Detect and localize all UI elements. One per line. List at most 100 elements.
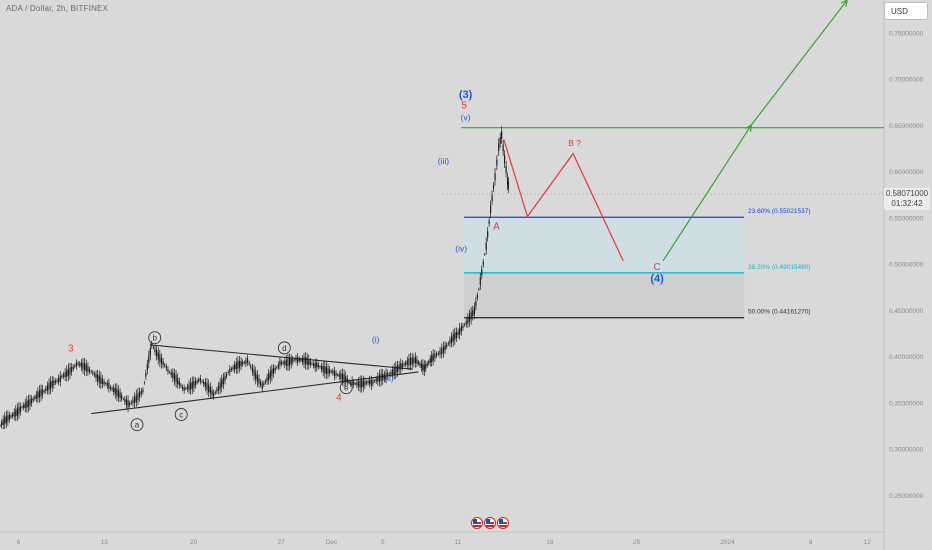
wave-label[interactable]: (iii) xyxy=(438,156,449,166)
triangle-pattern[interactable] xyxy=(91,344,419,415)
candle-body xyxy=(479,277,481,285)
candle-body xyxy=(157,352,159,360)
candle-body xyxy=(300,359,302,361)
candle-body xyxy=(181,386,184,389)
candle-body xyxy=(69,367,71,375)
candle-body xyxy=(183,387,185,391)
candle-body xyxy=(499,137,501,144)
circled-wave-marker[interactable] xyxy=(277,341,291,355)
us-flag-icon[interactable] xyxy=(497,517,509,529)
candle-body xyxy=(30,398,33,404)
candle-body xyxy=(79,363,81,366)
candle-body xyxy=(114,387,116,395)
candle-body xyxy=(400,363,402,370)
events-markers[interactable] xyxy=(471,517,509,529)
candle-body xyxy=(216,389,218,392)
circled-wave-marker[interactable] xyxy=(174,408,188,421)
candle-body xyxy=(361,380,363,388)
time-tick-label: 25 xyxy=(633,539,641,546)
arrow-head-icon xyxy=(745,123,753,132)
candle-body xyxy=(354,383,356,385)
circled-wave-label: e xyxy=(344,384,349,393)
candle-body xyxy=(333,370,336,377)
circled-wave-marker[interactable] xyxy=(148,331,162,345)
candle-body xyxy=(190,382,192,390)
candle-body xyxy=(137,392,139,401)
candle-body xyxy=(473,307,476,315)
candle-body xyxy=(235,362,237,370)
wave-label[interactable]: (ii) xyxy=(384,373,394,383)
candle-body xyxy=(353,381,355,385)
wave-label[interactable]: (4) xyxy=(650,273,664,285)
candle-body xyxy=(138,391,141,398)
candle-body xyxy=(435,353,438,356)
candle-body xyxy=(422,363,424,371)
candle-body xyxy=(90,371,92,373)
candle-body xyxy=(108,382,110,389)
circled-wave-marker[interactable] xyxy=(339,381,353,395)
candle-body xyxy=(332,370,334,374)
wave-label[interactable]: C xyxy=(653,262,660,273)
candle-body xyxy=(127,400,129,408)
candle-body xyxy=(186,386,189,390)
wave-label[interactable]: 4 xyxy=(336,393,342,404)
candle-body xyxy=(338,373,340,378)
candle-body xyxy=(217,385,220,391)
candle-body xyxy=(416,359,418,364)
candle-body xyxy=(365,382,368,384)
triangle-lower-trendline[interactable] xyxy=(91,371,419,415)
candle-body xyxy=(502,144,504,152)
candle-body xyxy=(446,344,448,347)
candle-body xyxy=(414,356,417,364)
candle-body xyxy=(395,366,397,374)
abc-correction-path[interactable] xyxy=(503,139,624,262)
candle-body xyxy=(21,406,23,408)
wave-label[interactable]: (v) xyxy=(461,112,471,122)
price-tick-label: 0.35000000 xyxy=(889,400,924,407)
circled-wave-marker[interactable] xyxy=(130,418,144,432)
candle-body xyxy=(206,382,208,390)
candle-body xyxy=(335,372,337,376)
candle-body xyxy=(506,177,509,186)
wave-label[interactable]: (3) xyxy=(459,89,473,101)
candle-body xyxy=(293,359,295,361)
wave-label[interactable]: A xyxy=(493,221,500,232)
candle-body xyxy=(224,375,226,381)
candle-body xyxy=(490,205,492,213)
candle-body xyxy=(442,346,445,354)
wave-projection[interactable] xyxy=(503,0,848,262)
candle-body xyxy=(34,397,36,399)
wave-labels[interactable]: 3 4 (i) (ii) (iii) (iv) (v)5(3) A B ? C(4) a b c d e xyxy=(68,89,664,432)
candle-body xyxy=(35,394,37,399)
fibonacci-retracement[interactable]: 23.60% (0.55021537) 38.20% (0.49015480) 50… xyxy=(464,208,811,319)
candle-body xyxy=(50,381,52,389)
candle-body xyxy=(390,371,392,375)
triangle-upper-trendline[interactable] xyxy=(151,344,413,370)
time-axis[interactable]: 6 13 20 27 Dec 5 11 18 25 2024 8 12 xyxy=(17,539,871,546)
candle-body xyxy=(269,371,271,379)
currency-selector[interactable]: USD xyxy=(884,2,928,20)
candle-body xyxy=(203,381,205,385)
wave-label[interactable]: B ? xyxy=(568,138,581,148)
candle-body xyxy=(54,380,57,383)
candle-body xyxy=(56,380,58,382)
wave-label[interactable]: 3 xyxy=(68,344,74,355)
candle-body xyxy=(214,392,216,393)
wave-label[interactable]: (i) xyxy=(372,334,380,344)
candle-body xyxy=(37,391,39,399)
wave-label[interactable]: (iv) xyxy=(455,244,467,254)
price-axis[interactable]: 0.25000000 0.30000000 0.35000000 0.40000000… xyxy=(889,30,924,500)
candle-body xyxy=(109,386,112,389)
candle-body xyxy=(48,383,50,390)
fib-level-label: 38.20% (0.49015480) xyxy=(748,264,811,271)
us-flag-icon[interactable] xyxy=(484,517,496,529)
candle-body xyxy=(0,422,3,426)
candle-body xyxy=(178,381,180,386)
candle-body xyxy=(149,348,151,356)
fib-zone xyxy=(464,272,745,318)
candle-body xyxy=(146,364,148,371)
candle-body xyxy=(380,373,382,382)
wave-label[interactable]: 5 xyxy=(461,100,467,111)
us-flag-icon[interactable] xyxy=(471,517,483,529)
